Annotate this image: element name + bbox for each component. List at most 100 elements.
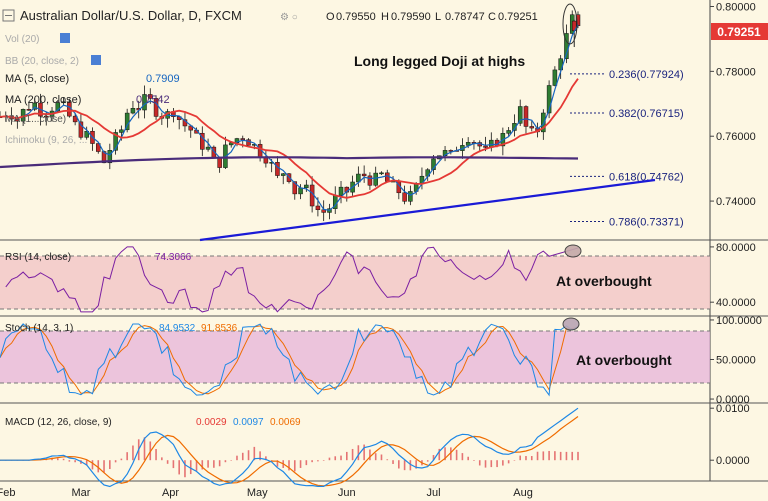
stoch-tick-label-2: 0.0000	[716, 394, 750, 406]
macd-hist-bar	[357, 445, 360, 461]
legend-bb-eye-icon[interactable]	[91, 55, 101, 65]
macd-hist-bar	[322, 460, 325, 461]
candle-body	[142, 94, 147, 111]
candle-body	[523, 106, 529, 127]
macd-hist-bar	[490, 460, 493, 468]
macd-hist-bar	[195, 460, 198, 471]
rsi-tick-label-0: 80.0000	[716, 242, 756, 254]
legend-macd-line-value: 0.0097	[233, 417, 264, 428]
candle-body	[373, 172, 378, 186]
legend-ma-hidden[interactable]: MA (1...close)	[5, 114, 66, 125]
legend-ichimoku[interactable]: Ichimoku (9, 26, ...	[5, 135, 87, 146]
macd-hist-bar	[253, 446, 256, 461]
candle-body	[385, 172, 390, 182]
macd-line	[0, 407, 579, 488]
stoch-k-line	[0, 323, 579, 397]
macd-hist-bar	[120, 458, 123, 461]
macd-hist-bar	[351, 448, 354, 461]
macd-hist-bar	[426, 460, 429, 462]
macd-hist-bar	[91, 460, 94, 470]
macd-hist-bar	[184, 460, 186, 478]
macd-hist-bar	[513, 460, 516, 461]
macd-hist-bar	[161, 457, 163, 461]
legend-vol-eye-icon[interactable]	[60, 33, 70, 43]
macd-hist-bar	[484, 460, 487, 468]
candle-body	[292, 181, 298, 195]
title-settings-icon[interactable]: ⚙ ○	[280, 12, 298, 23]
macd-hist-bar	[478, 460, 481, 466]
legend-vol[interactable]: Vol (20)	[5, 34, 39, 45]
candle-body	[61, 101, 66, 104]
macd-hist-bar	[496, 460, 498, 468]
macd-hist-bar	[155, 449, 157, 461]
candle-body	[96, 143, 101, 152]
macd-hist-bar	[363, 444, 365, 461]
candle-body	[465, 142, 471, 146]
candle-body	[506, 130, 511, 134]
candle-body	[153, 98, 159, 117]
legend-macd[interactable]: MACD (12, 26, close, 9)	[5, 417, 112, 428]
legend-stoch-d-value: 91.8536	[201, 323, 238, 334]
symbol-title[interactable]: Australian Dollar/U.S. Dollar, D, FXCM	[20, 8, 242, 23]
candle-body	[367, 175, 373, 186]
macd-hist-bar	[392, 460, 394, 464]
last-price-tag	[711, 23, 768, 40]
price-tick-label-1: 0.78000	[716, 66, 756, 78]
macd-hist-bar	[230, 460, 232, 461]
rsi-highlight-ellipse	[564, 244, 582, 258]
macd-hist-bar	[276, 460, 279, 467]
doji-annotation: Long legged Doji at highs	[354, 53, 525, 69]
candle-body	[205, 146, 211, 150]
macd-hist-bar	[293, 460, 296, 472]
macd-hist-bar	[409, 460, 412, 471]
candle-body	[32, 102, 37, 110]
candle-body	[517, 106, 523, 124]
macd-hist-bar	[542, 451, 545, 461]
candle-body	[43, 115, 49, 118]
macd-hist-bar	[259, 451, 261, 461]
macd-hist-bar	[369, 449, 371, 461]
macd-hist-bar	[450, 447, 452, 461]
candle-body	[26, 109, 32, 111]
candle-body	[431, 158, 436, 170]
collapse-toggle-icon[interactable]	[2, 9, 15, 22]
x-tick-label-4: Jun	[338, 487, 356, 499]
macd-hist-bar	[380, 454, 383, 461]
macd-hist-bar	[213, 460, 215, 468]
candle-body	[541, 112, 546, 133]
macd-hist-bar	[207, 460, 209, 468]
legend-ma5[interactable]: MA (5, close)	[5, 73, 69, 85]
macd-hist-bar	[172, 460, 175, 469]
stoch-tick-label-0: 100.0000	[716, 315, 762, 327]
candle-body	[119, 129, 124, 133]
legend-ma200[interactable]: MA (200, close)	[5, 94, 81, 106]
legend-bb[interactable]: BB (20, close, 2)	[5, 56, 79, 67]
candle-body	[546, 85, 552, 114]
doji-highlight-ellipse	[562, 3, 578, 45]
legend-rsi-value: 74.3066	[155, 252, 192, 263]
x-tick-label-3: May	[247, 487, 268, 499]
candle-body	[107, 150, 113, 164]
support-trendline[interactable]	[199, 178, 656, 242]
fib-label-1: 0.382(0.76715)	[609, 108, 684, 120]
stoch-band	[0, 331, 710, 383]
x-axis-ticks: Feb Mar Apr May Jun Jul Aug	[0, 487, 533, 499]
rsi-overbought-annotation: At overbought	[556, 273, 652, 289]
ohlc-c-value: 0.79251	[498, 11, 538, 23]
candle-body	[448, 150, 454, 152]
ohlc-h-label: H	[381, 11, 389, 23]
macd-hist-bar	[68, 460, 71, 462]
macd-hist-bar	[461, 453, 464, 461]
macd-hist-bar	[57, 458, 59, 461]
price-tick-label-0: 0.80000	[716, 1, 756, 13]
candle-body	[529, 126, 535, 129]
x-tick-label-5: Jul	[426, 487, 440, 499]
fib-label-3: 0.786(0.73371)	[609, 216, 684, 228]
legend-stoch[interactable]: Stoch (14, 3, 1)	[5, 323, 73, 334]
ohlc-c-label: C	[488, 11, 496, 23]
last-price-value: 0.79251	[717, 25, 761, 39]
legend-macd-hist-value: 0.0029	[196, 417, 227, 428]
legend-rsi[interactable]: RSI (14, close)	[5, 252, 71, 263]
stoch-series	[0, 323, 579, 397]
